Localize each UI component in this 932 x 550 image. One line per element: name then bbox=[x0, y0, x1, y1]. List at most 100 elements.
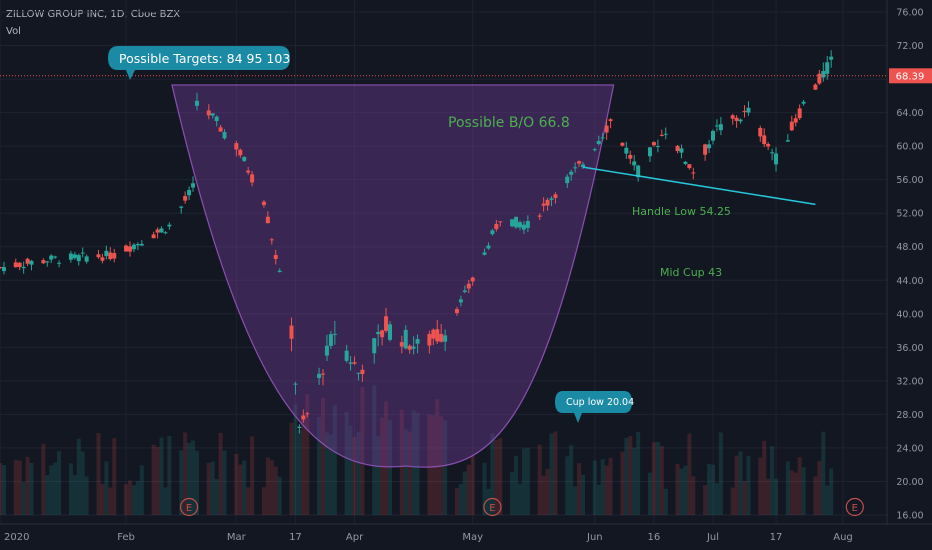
candle-body bbox=[703, 144, 708, 155]
volume-bar bbox=[328, 434, 333, 515]
time-tick-label: 17 bbox=[770, 532, 783, 543]
candle-body bbox=[183, 196, 188, 201]
candle-body bbox=[167, 224, 172, 227]
candle-body bbox=[179, 206, 184, 208]
volume-bar bbox=[124, 484, 129, 515]
candle-body bbox=[766, 143, 771, 147]
candle-body bbox=[151, 234, 156, 239]
candle-body bbox=[545, 199, 550, 206]
candle-body bbox=[829, 56, 834, 60]
candle-body bbox=[131, 244, 136, 250]
candle-body bbox=[581, 164, 586, 168]
candle-body bbox=[514, 216, 519, 228]
volume-bar bbox=[0, 463, 2, 515]
candle-body bbox=[387, 324, 392, 340]
candle-body bbox=[72, 254, 77, 259]
candle-body bbox=[53, 256, 58, 258]
volume-bar bbox=[545, 469, 550, 515]
volume-bar bbox=[758, 457, 763, 515]
volume-bar bbox=[332, 405, 337, 515]
volume-bar bbox=[45, 475, 50, 515]
candle-body bbox=[569, 171, 574, 175]
volume-bar bbox=[577, 463, 582, 515]
candle-body bbox=[600, 137, 605, 139]
candle-body bbox=[454, 309, 459, 314]
volume-bar bbox=[573, 486, 578, 515]
price-tick-label: 72.00 bbox=[896, 41, 923, 52]
volume-bar bbox=[21, 481, 26, 515]
targets-callout: Possible Targets: 84 95 103 bbox=[108, 46, 290, 80]
volume-bar bbox=[387, 420, 392, 515]
time-tick-label: Feb bbox=[117, 532, 135, 543]
candle-body bbox=[269, 239, 274, 241]
volume-bar bbox=[470, 455, 475, 515]
volume-bar bbox=[72, 475, 77, 515]
volume-bar bbox=[84, 476, 89, 515]
volume-bar bbox=[553, 431, 558, 515]
volume-bar bbox=[108, 487, 113, 515]
volume-bar bbox=[183, 432, 188, 515]
candle-body bbox=[431, 329, 436, 339]
volume-bar bbox=[127, 480, 132, 515]
price-tick-label: 20.00 bbox=[896, 477, 923, 488]
volume-bar bbox=[238, 464, 243, 515]
candle-body bbox=[332, 333, 337, 335]
volume-bar bbox=[324, 432, 329, 515]
candle-body bbox=[541, 203, 546, 206]
earnings-marker[interactable]: E bbox=[179, 497, 199, 517]
candle-body bbox=[435, 329, 440, 342]
volume-bar bbox=[746, 455, 751, 515]
candle-body bbox=[817, 73, 822, 84]
volume-bar bbox=[608, 457, 613, 515]
volume-bar bbox=[707, 463, 712, 515]
candle-body bbox=[675, 145, 680, 152]
candle-body bbox=[592, 149, 597, 151]
volume-bar bbox=[179, 450, 184, 515]
price-tick-label: 24.00 bbox=[896, 443, 923, 454]
volume-bar bbox=[675, 463, 680, 515]
volume-bar bbox=[517, 483, 522, 515]
candle-body bbox=[407, 345, 412, 350]
candle-body bbox=[0, 267, 2, 269]
candle-body bbox=[348, 362, 353, 364]
candle-body bbox=[470, 277, 475, 282]
volume-bar bbox=[317, 417, 322, 515]
volume-bar bbox=[718, 432, 723, 515]
volume-bar bbox=[454, 488, 459, 515]
volume-bar bbox=[41, 443, 46, 515]
candle-body bbox=[494, 224, 499, 230]
volume-bar bbox=[25, 456, 30, 515]
candle-body bbox=[553, 194, 558, 198]
candle-body bbox=[159, 228, 164, 233]
candle-body bbox=[632, 161, 637, 166]
volume-bar bbox=[246, 487, 251, 515]
earnings-marker[interactable]: E bbox=[483, 497, 502, 517]
candle-body bbox=[714, 125, 719, 127]
candle-body bbox=[758, 127, 763, 137]
candle-body bbox=[399, 342, 404, 347]
earnings-marker[interactable]: E bbox=[845, 497, 864, 517]
volume-bar bbox=[521, 448, 526, 515]
volume-bar bbox=[565, 456, 570, 515]
volume-bar bbox=[789, 470, 794, 515]
candle-body bbox=[242, 156, 247, 161]
candle-body bbox=[608, 119, 613, 121]
candle-body bbox=[789, 121, 794, 131]
volume-bar bbox=[68, 463, 73, 515]
candle-body bbox=[187, 189, 192, 196]
candle-body bbox=[317, 373, 322, 378]
volume-bar bbox=[525, 447, 530, 515]
volume-bar bbox=[462, 471, 467, 515]
candle-body bbox=[573, 167, 578, 169]
volume-bar bbox=[632, 447, 637, 515]
candle-body bbox=[647, 147, 652, 157]
earnings-label: E bbox=[186, 503, 192, 514]
candle-body bbox=[96, 254, 101, 258]
targets-label: Possible Targets: 84 95 103 bbox=[119, 51, 290, 66]
volume-bar bbox=[770, 446, 775, 515]
volume-bar bbox=[825, 485, 830, 515]
volume-bar bbox=[57, 451, 62, 515]
volume-bar bbox=[762, 440, 767, 515]
